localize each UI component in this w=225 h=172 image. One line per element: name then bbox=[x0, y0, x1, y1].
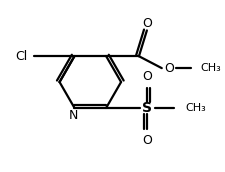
Text: S: S bbox=[141, 101, 151, 115]
Text: N: N bbox=[68, 109, 78, 122]
Text: O: O bbox=[141, 134, 151, 147]
Text: CH₃: CH₃ bbox=[200, 63, 220, 73]
Text: O: O bbox=[141, 17, 151, 30]
Text: O: O bbox=[163, 62, 173, 75]
Text: Cl: Cl bbox=[16, 50, 28, 63]
Text: CH₃: CH₃ bbox=[185, 103, 205, 113]
Text: O: O bbox=[141, 70, 151, 83]
